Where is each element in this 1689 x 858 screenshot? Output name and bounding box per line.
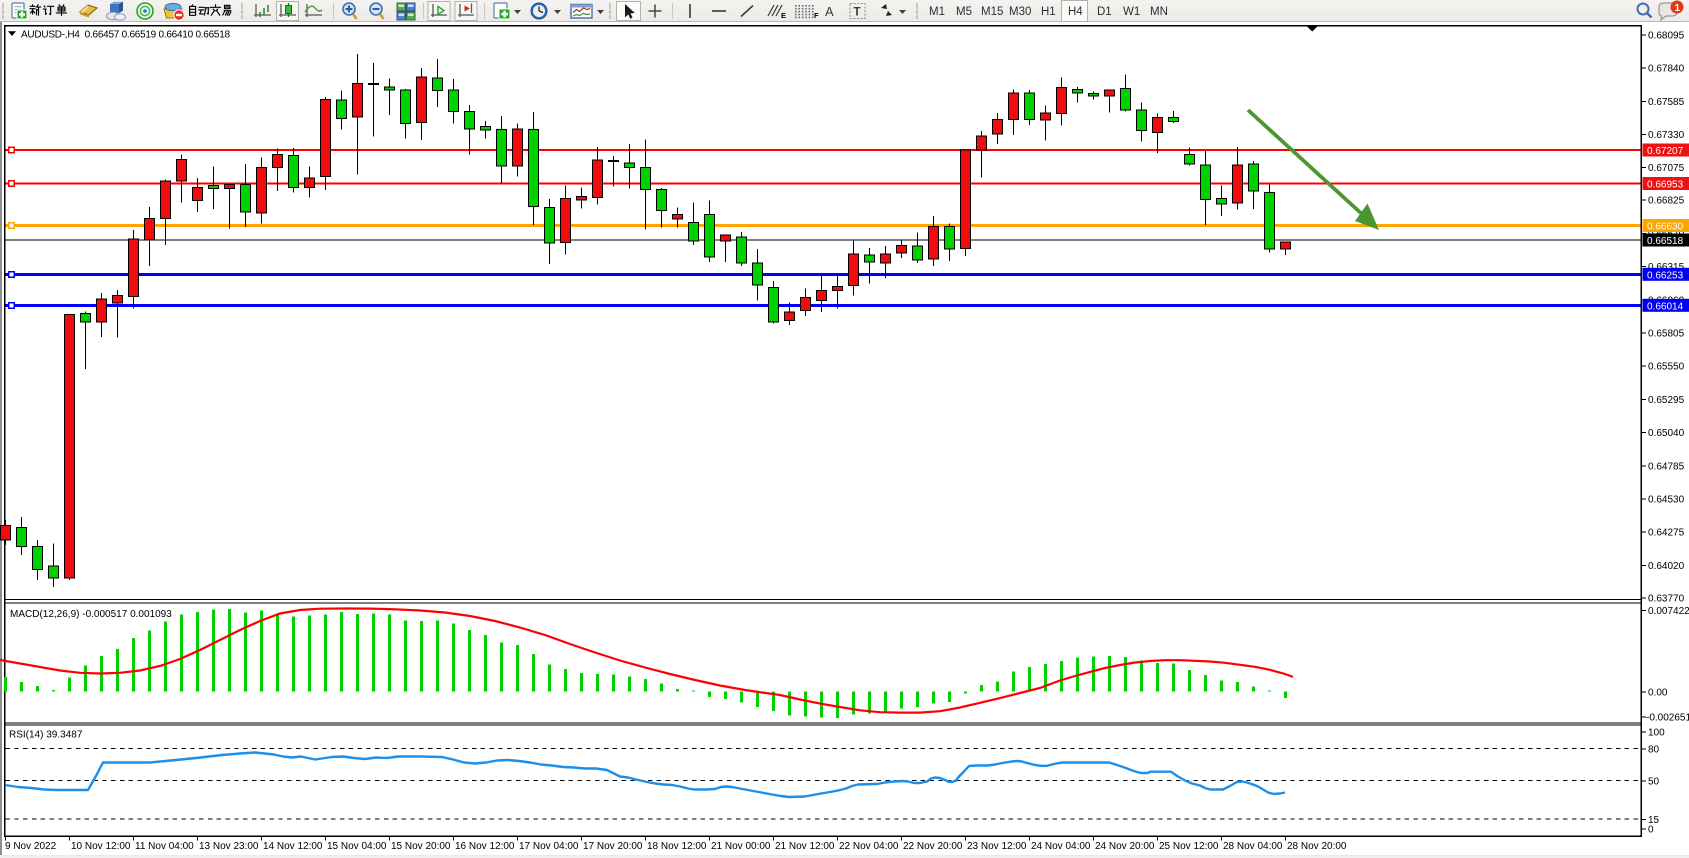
svg-text:22 Nov 04:00: 22 Nov 04:00 [839,841,899,852]
svg-text:MN: MN [1150,6,1168,18]
svg-text:17 Nov 04:00: 17 Nov 04:00 [519,841,579,852]
svg-text:AUDUSD-,H4 0.66457 0.66519 0.: AUDUSD-,H4 0.66457 0.66519 0.66410 0.665… [21,30,231,41]
svg-text:0.67585: 0.67585 [1648,97,1685,108]
svg-text:MACD(12,26,9) -0.000517 0.0010: MACD(12,26,9) -0.000517 0.001093 [10,609,172,620]
svg-text:14 Nov 12:00: 14 Nov 12:00 [263,841,323,852]
svg-text:25 Nov 12:00: 25 Nov 12:00 [1159,841,1219,852]
svg-text:10 Nov 12:00: 10 Nov 12:00 [71,841,131,852]
svg-text:80: 80 [1648,744,1660,755]
svg-text:W1: W1 [1123,6,1140,18]
svg-text:0.66630: 0.66630 [1647,222,1684,233]
svg-text:23 Nov 12:00: 23 Nov 12:00 [967,841,1027,852]
svg-text:0.65295: 0.65295 [1648,395,1685,406]
svg-text:28 Nov 04:00: 28 Nov 04:00 [1223,841,1283,852]
svg-text:100: 100 [1648,728,1665,739]
svg-text:0.67075: 0.67075 [1648,163,1685,174]
svg-text:50: 50 [1648,776,1660,787]
svg-text:0.00: 0.00 [1648,688,1668,699]
svg-text:T: T [854,7,861,19]
svg-text:RSI(14) 39.3487: RSI(14) 39.3487 [9,730,83,741]
svg-text:15 Nov 04:00: 15 Nov 04:00 [327,841,387,852]
svg-text:0.66014: 0.66014 [1647,301,1684,312]
svg-text:24 Nov 04:00: 24 Nov 04:00 [1031,841,1091,852]
svg-text:-0.002651: -0.002651 [1646,713,1689,724]
svg-text:21 Nov 12:00: 21 Nov 12:00 [775,841,835,852]
svg-text:0.68095: 0.68095 [1648,30,1685,41]
svg-text:1: 1 [1675,3,1681,14]
svg-text:0.65040: 0.65040 [1648,428,1685,439]
svg-text:H4: H4 [1068,6,1083,18]
svg-text:17 Nov 20:00: 17 Nov 20:00 [583,841,643,852]
svg-text:0.65805: 0.65805 [1648,329,1685,340]
svg-text:E: E [781,11,786,20]
svg-text:D1: D1 [1097,6,1112,18]
svg-text:0.66253: 0.66253 [1647,270,1684,281]
svg-text:15: 15 [1648,815,1660,826]
svg-text:M5: M5 [956,6,972,18]
svg-text:0.67330: 0.67330 [1648,130,1685,141]
svg-text:F: F [814,11,819,20]
svg-text:M15: M15 [981,6,1003,18]
svg-text:H1: H1 [1041,6,1056,18]
svg-text:28 Nov 20:00: 28 Nov 20:00 [1287,841,1347,852]
svg-text:M30: M30 [1009,6,1031,18]
svg-text:M1: M1 [929,6,945,18]
svg-text:22 Nov 20:00: 22 Nov 20:00 [903,841,963,852]
svg-text:0.64530: 0.64530 [1648,495,1685,506]
svg-text:18 Nov 12:00: 18 Nov 12:00 [647,841,707,852]
svg-text:0.66518: 0.66518 [1647,236,1684,247]
svg-text:0.64785: 0.64785 [1648,461,1685,472]
svg-text:21 Nov 00:00: 21 Nov 00:00 [711,841,771,852]
svg-text:0.64020: 0.64020 [1648,561,1685,572]
svg-text:0.66315: 0.66315 [1648,262,1685,273]
svg-text:0.67840: 0.67840 [1648,64,1685,75]
svg-text:0: 0 [1648,825,1654,836]
svg-text:13 Nov 23:00: 13 Nov 23:00 [199,841,259,852]
svg-text:24 Nov 20:00: 24 Nov 20:00 [1095,841,1155,852]
svg-text:0.007422: 0.007422 [1648,606,1689,617]
svg-text:0.64275: 0.64275 [1648,528,1685,539]
svg-text:0.66953: 0.66953 [1647,180,1684,191]
svg-text:16 Nov 12:00: 16 Nov 12:00 [455,841,515,852]
svg-text:0.67207: 0.67207 [1647,146,1684,157]
svg-text:0.65550: 0.65550 [1648,362,1685,373]
svg-text:A: A [825,4,834,19]
svg-text:0.66825: 0.66825 [1648,196,1685,207]
svg-text:11 Nov 04:00: 11 Nov 04:00 [135,841,194,852]
svg-text:9 Nov 2022: 9 Nov 2022 [5,841,57,852]
svg-text:15 Nov 20:00: 15 Nov 20:00 [391,841,451,852]
svg-text:0.63770: 0.63770 [1648,593,1685,604]
